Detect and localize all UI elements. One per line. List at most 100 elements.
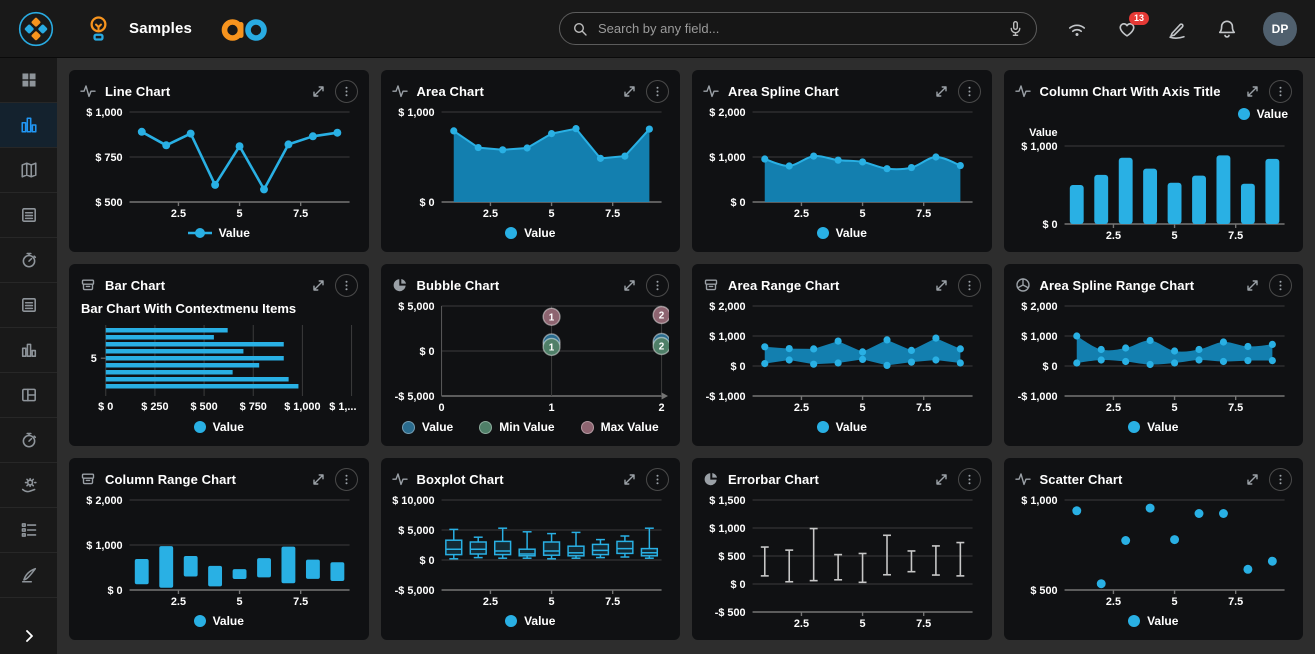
expand-icon[interactable] [1245,278,1260,293]
sidebar-item-pen[interactable] [0,553,57,598]
expand-icon[interactable] [311,472,326,487]
legend-marker [401,420,415,434]
microphone-icon[interactable] [1007,20,1024,37]
svg-text:$ 1,000: $ 1,000 [398,107,434,119]
card-menu-icon[interactable] [957,467,981,491]
card-header: Column Range Chart [80,466,358,492]
card-menu-icon[interactable] [646,79,669,103]
svg-text:Value: Value [1029,127,1057,139]
expand-icon[interactable] [934,84,949,99]
card-menu-icon[interactable] [646,467,669,491]
legend-item[interactable]: Value [816,420,867,434]
analytics-icon [20,116,38,134]
svg-text:7.5: 7.5 [916,402,931,414]
chart-plot[interactable]: $ 1,000 $ 0 2.5 5 7.5 [392,104,670,222]
card-menu-icon[interactable] [334,79,358,103]
sidebar-item-report-5[interactable] [0,283,57,328]
legend-item[interactable]: Min Value [479,420,555,434]
avatar[interactable]: DP [1263,11,1297,46]
sidebar-item-layout[interactable] [0,373,57,418]
chart-subtitle: Bar Chart With Contextmenu Items [81,301,297,316]
svg-text:$ 250: $ 250 [141,401,168,413]
legend-item[interactable]: Value [193,420,244,434]
chart-plot[interactable]: $ 2,000 $ 1,000 $ 0 -$ 1,000 2.5 5 7.5 [703,298,981,416]
sidebar-item-timer[interactable] [0,238,57,283]
svg-text:2.5: 2.5 [794,402,809,414]
svg-text:$ 0: $ 0 [107,585,122,597]
card-menu-icon[interactable] [1269,79,1292,103]
chart-plot[interactable]: $ 1,000 $ 750 $ 500 2.5 5 7.5 [80,104,358,222]
card-menu-icon[interactable] [957,79,981,103]
svg-text:5: 5 [1171,230,1177,242]
sidebar-item-map[interactable] [0,148,57,193]
legend-item[interactable]: Value [1128,614,1178,628]
sidebar-collapse-chevron-icon[interactable] [0,618,57,654]
sidebar-item-checklist[interactable] [0,508,57,553]
card-title: Area Spline Chart [728,83,839,99]
app-logo-icon[interactable] [18,11,54,47]
chart-card-area-range-chart: Area Range Chart $ 2,000 $ 1,000 $ 0 -$ 1,00… [692,264,992,446]
chart-plot[interactable]: $ 2,000 $ 1,000 $ 0 2.5 5 7.5 [80,492,358,610]
chart-plot[interactable]: $ 2,000 $ 1,000 $ 0 -$ 1,000 2.5 5 7.5 [1015,298,1293,416]
card-menu-icon[interactable] [957,273,981,297]
checklist-icon [20,521,38,539]
legend-item[interactable]: Value [187,226,250,240]
notifications-bell-icon[interactable] [1217,19,1237,39]
legend-item[interactable]: Value [193,614,244,628]
legend-item[interactable]: Value [1128,420,1178,434]
legend-item[interactable]: Max Value [580,420,659,434]
svg-text:$ 0: $ 0 [419,197,434,209]
chart-plot[interactable]: $ 1,000 $ 500 2.5 5 7.5 [1015,492,1293,610]
sidebar-item-dashboard[interactable] [0,58,57,103]
expand-icon[interactable] [311,278,326,293]
expand-icon[interactable] [622,278,637,293]
legend-item[interactable]: Value [505,614,555,628]
card-menu-icon[interactable] [646,273,669,297]
sidebar-item-chart-column[interactable] [0,328,57,373]
card-menu-icon[interactable] [334,467,358,491]
chart-plot[interactable]: $ 2,000 $ 1,000 $ 0 2.5 5 7.5 [703,104,981,222]
expand-icon[interactable] [622,84,637,99]
card-menu-icon[interactable] [1269,273,1292,297]
expand-icon[interactable] [934,278,949,293]
pulse-icon [80,83,96,99]
card-menu-icon[interactable] [1269,467,1292,491]
legend-marker [193,615,206,627]
ao-logo[interactable] [220,15,268,43]
legend-item[interactable]: Value [1237,107,1288,121]
sidebar-item-report[interactable] [0,193,57,238]
card-title: Column Range Chart [105,471,237,487]
report-icon [20,206,38,224]
svg-text:5: 5 [237,208,243,220]
svg-text:$ 500: $ 500 [1030,585,1057,597]
chart-card-bubble-chart: Bubble Chart$ 5,000$ 0-$ 5,000012121212V… [380,264,680,446]
svg-text:7.5: 7.5 [916,618,931,630]
navbar-actions: 13 DP [1067,11,1297,46]
sidebar-item-settings-hand[interactable] [0,463,57,508]
expand-icon[interactable] [1245,472,1260,487]
card-menu-icon[interactable] [334,273,358,297]
chart-plot[interactable]: $ 0 $ 250 $ 500 $ 750 $ 1,000 $ 1,... 5 [80,317,358,415]
sidebar-item-analytics[interactable] [0,103,57,148]
expand-icon[interactable] [311,84,326,99]
timer-icon [20,431,38,449]
expand-icon[interactable] [1245,84,1260,99]
expand-icon[interactable] [934,472,949,487]
sidebar-item-timer-8[interactable] [0,418,57,463]
expand-icon[interactable] [622,472,637,487]
legend-item[interactable]: Value [816,226,867,240]
search-input[interactable] [596,20,999,37]
legend-item[interactable]: Value [401,420,453,434]
chart-plot[interactable]: $ 10,000 $ 5,000 $ 0 -$ 5,000 2.5 5 7.5 [392,492,670,610]
chart-plot[interactable]: $ 1,000 $ 0 2.5 5 7.5 Value [1015,124,1293,244]
lightbulb-icon[interactable] [86,15,111,42]
card-title: Line Chart [105,83,171,99]
signature-pen-icon[interactable] [1167,19,1187,39]
chart-plot[interactable]: $ 1,500 $ 1,000 $ 500 $ 0 -$ 500 2.5 5 7.5 [703,492,981,632]
chart-plot[interactable]: $ 5,000$ 0-$ 5,000012121212 [392,298,670,416]
svg-text:$ 1,...: $ 1,... [329,401,356,413]
legend-marker [193,421,206,433]
favorites-heart-icon[interactable]: 13 [1117,11,1149,39]
legend-item[interactable]: Value [505,226,555,240]
wifi-icon[interactable] [1067,19,1087,39]
